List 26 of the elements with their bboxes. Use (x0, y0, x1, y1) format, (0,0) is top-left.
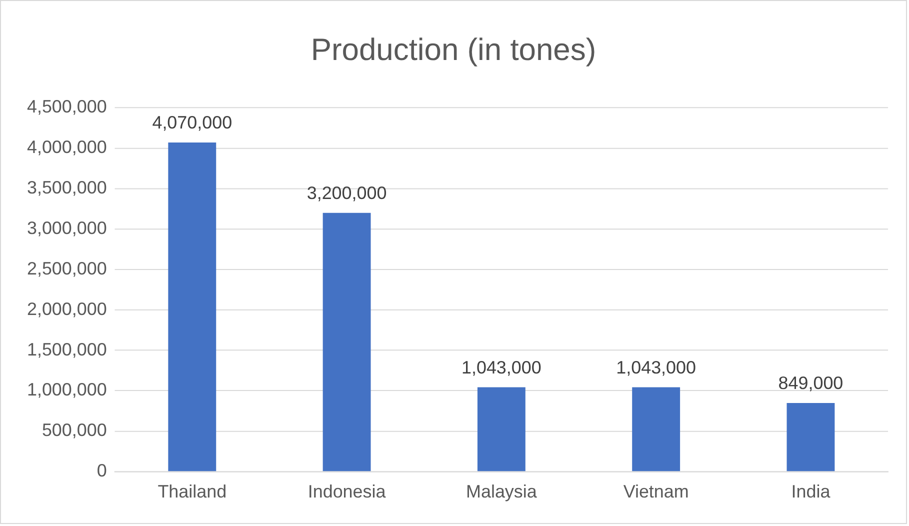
bar (322, 212, 371, 472)
x-tick-label: Vietnam (623, 481, 689, 502)
bar (477, 387, 526, 472)
chart-title: Production (in tones) (310, 32, 596, 67)
bar (632, 387, 680, 472)
y-tick-label: 4,500,000 (26, 96, 107, 117)
x-tick-label: Malaysia (466, 481, 537, 502)
bar (786, 402, 835, 472)
y-tick-label: 3,000,000 (26, 218, 107, 238)
y-tick-label: 2,500,000 (26, 258, 107, 278)
y-tick-label: 0 (96, 460, 107, 481)
y-tick-label: 1,500,000 (26, 339, 107, 360)
data-label: 849,000 (778, 372, 844, 393)
y-tick-label: 3,500,000 (26, 178, 107, 198)
data-label: 1,043,000 (461, 357, 542, 378)
y-tick-label: 500,000 (42, 420, 107, 440)
y-tick-label: 2,000,000 (26, 298, 107, 319)
y-tick-label: 1,000,000 (26, 380, 107, 400)
x-tick-label: Indonesia (308, 481, 386, 502)
data-label: 3,200,000 (306, 182, 387, 203)
y-tick-label: 4,000,000 (26, 137, 107, 158)
data-label: 4,070,000 (152, 112, 232, 133)
x-tick-label: Thailand (158, 481, 227, 502)
x-tick-label: India (791, 481, 830, 502)
data-label: 1,043,000 (616, 357, 696, 378)
bar (168, 142, 216, 472)
